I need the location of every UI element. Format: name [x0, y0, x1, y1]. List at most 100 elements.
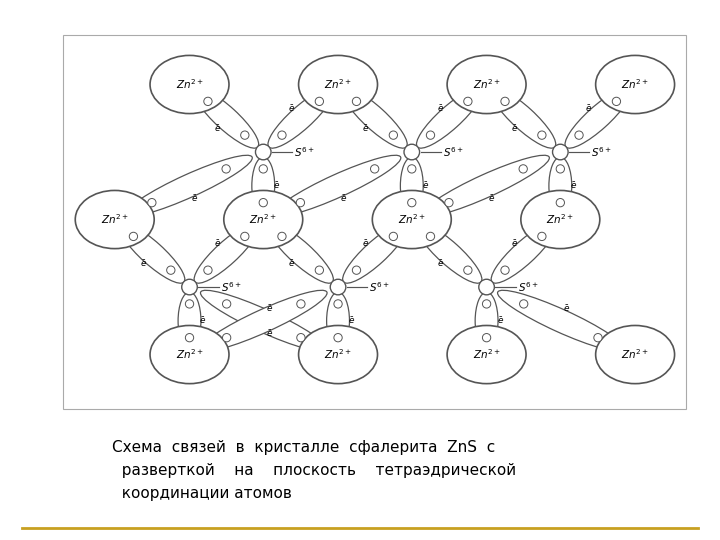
Text: $\bar{e}$: $\bar{e}$: [140, 258, 147, 269]
Ellipse shape: [343, 224, 408, 283]
Ellipse shape: [491, 224, 556, 283]
Text: Схема  связей  в  кристалле  сфалерита  ZnS  с
  разверткой    на    плоскость  : Схема связей в кристалле сфалерита ZnS с…: [112, 440, 516, 501]
Text: $\bar{e}$: $\bar{e}$: [563, 303, 570, 314]
Circle shape: [408, 165, 416, 173]
Circle shape: [148, 199, 156, 207]
Ellipse shape: [252, 157, 275, 214]
Circle shape: [352, 97, 361, 105]
Ellipse shape: [120, 224, 185, 283]
Text: $\bar{e}$: $\bar{e}$: [348, 315, 355, 326]
Text: $\bar{e}$: $\bar{e}$: [362, 123, 369, 134]
Circle shape: [256, 144, 271, 160]
Circle shape: [204, 97, 212, 105]
Text: $\bar{e}$: $\bar{e}$: [199, 315, 207, 326]
Circle shape: [390, 131, 397, 139]
Ellipse shape: [299, 56, 377, 113]
Ellipse shape: [372, 191, 451, 248]
Ellipse shape: [150, 326, 229, 383]
Circle shape: [204, 266, 212, 274]
Circle shape: [445, 199, 453, 207]
Text: $\bar{e}$: $\bar{e}$: [436, 103, 444, 114]
Text: $\bar{e}$: $\bar{e}$: [422, 180, 429, 191]
Circle shape: [426, 232, 435, 240]
Text: $\bar{e}$: $\bar{e}$: [362, 238, 369, 249]
Text: $Zn^{2+}$: $Zn^{2+}$: [176, 348, 204, 361]
Ellipse shape: [299, 326, 377, 383]
Circle shape: [315, 97, 323, 105]
Text: $Zn^{2+}$: $Zn^{2+}$: [324, 78, 352, 91]
Ellipse shape: [595, 326, 675, 383]
Ellipse shape: [194, 224, 258, 283]
Circle shape: [426, 131, 435, 139]
Text: $S^{6+}$: $S^{6+}$: [443, 145, 464, 159]
Text: $\bar{e}$: $\bar{e}$: [266, 328, 273, 339]
Ellipse shape: [268, 224, 333, 283]
Ellipse shape: [126, 156, 252, 217]
Text: $\bar{e}$: $\bar{e}$: [266, 303, 273, 314]
Circle shape: [482, 334, 491, 342]
Ellipse shape: [475, 292, 498, 349]
Circle shape: [501, 266, 509, 274]
Circle shape: [479, 279, 495, 295]
Circle shape: [371, 165, 379, 173]
Text: $\bar{e}$: $\bar{e}$: [214, 123, 221, 134]
Text: $Zn^{2+}$: $Zn^{2+}$: [621, 348, 649, 361]
Ellipse shape: [268, 89, 333, 148]
Circle shape: [556, 165, 564, 173]
Text: $S^{6+}$: $S^{6+}$: [294, 145, 315, 159]
Text: $Zn^{2+}$: $Zn^{2+}$: [324, 348, 352, 361]
Circle shape: [538, 131, 546, 139]
Ellipse shape: [274, 156, 401, 217]
Ellipse shape: [400, 157, 423, 214]
Circle shape: [464, 97, 472, 105]
Ellipse shape: [595, 56, 675, 113]
Ellipse shape: [200, 291, 327, 352]
Circle shape: [538, 232, 546, 240]
Circle shape: [296, 199, 305, 207]
Text: $\bar{e}$: $\bar{e}$: [585, 103, 593, 114]
Circle shape: [330, 279, 346, 295]
Circle shape: [552, 144, 568, 160]
Ellipse shape: [447, 326, 526, 383]
Circle shape: [594, 334, 602, 342]
Text: $Zn^{2+}$: $Zn^{2+}$: [176, 78, 204, 91]
Ellipse shape: [194, 89, 258, 148]
Circle shape: [519, 165, 527, 173]
Circle shape: [352, 266, 361, 274]
Text: $\bar{e}$: $\bar{e}$: [288, 258, 295, 269]
Text: $Zn^{2+}$: $Zn^{2+}$: [473, 348, 500, 361]
Circle shape: [130, 232, 138, 240]
Ellipse shape: [416, 89, 482, 148]
Text: $\bar{e}$: $\bar{e}$: [191, 193, 198, 204]
Text: $\bar{e}$: $\bar{e}$: [497, 315, 504, 326]
Circle shape: [408, 199, 416, 207]
Circle shape: [259, 165, 267, 173]
Text: $\bar{e}$: $\bar{e}$: [288, 103, 295, 114]
Circle shape: [278, 232, 286, 240]
Ellipse shape: [498, 291, 624, 352]
Text: $S^{6+}$: $S^{6+}$: [518, 280, 539, 294]
Ellipse shape: [327, 292, 349, 349]
Text: $\bar{e}$: $\bar{e}$: [214, 238, 221, 249]
Circle shape: [181, 279, 197, 295]
Circle shape: [390, 232, 397, 240]
Circle shape: [501, 97, 509, 105]
Text: $S^{6+}$: $S^{6+}$: [592, 145, 612, 159]
Circle shape: [464, 266, 472, 274]
Circle shape: [556, 199, 564, 207]
Text: $\bar{e}$: $\bar{e}$: [570, 180, 577, 191]
Circle shape: [240, 232, 249, 240]
Ellipse shape: [178, 292, 201, 349]
Text: $\bar{e}$: $\bar{e}$: [436, 258, 444, 269]
Circle shape: [520, 300, 528, 308]
Circle shape: [278, 131, 286, 139]
Ellipse shape: [150, 56, 229, 113]
Text: $Zn^{2+}$: $Zn^{2+}$: [101, 213, 129, 226]
Text: $S^{6+}$: $S^{6+}$: [369, 280, 390, 294]
Ellipse shape: [416, 224, 482, 283]
Text: $\bar{e}$: $\bar{e}$: [488, 193, 495, 204]
Text: $Zn^{2+}$: $Zn^{2+}$: [398, 213, 426, 226]
Circle shape: [222, 300, 231, 308]
Circle shape: [297, 300, 305, 308]
Ellipse shape: [491, 89, 556, 148]
